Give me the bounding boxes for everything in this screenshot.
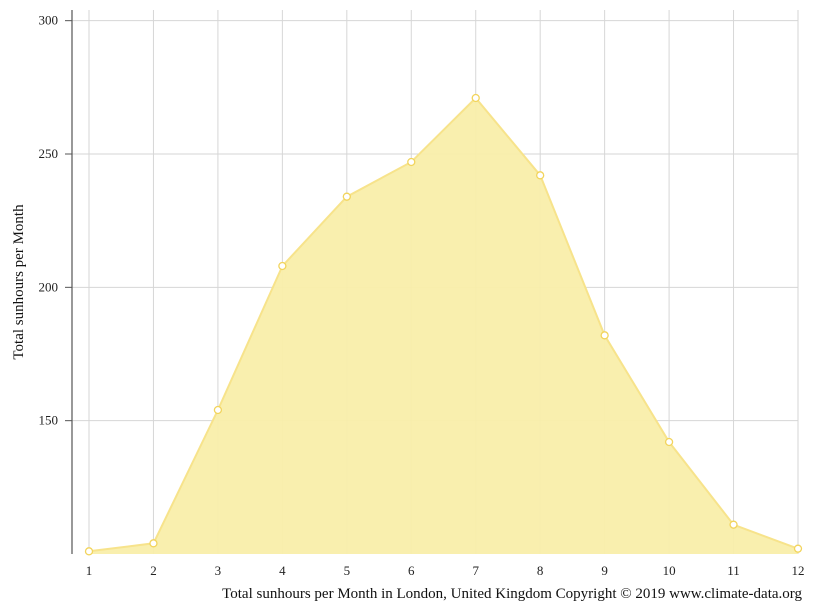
sunhours-line <box>88 96 799 553</box>
x-tick-label: 5 <box>344 563 351 578</box>
data-point <box>149 539 158 548</box>
sunhours-area <box>89 98 798 554</box>
data-point <box>407 157 416 167</box>
x-tick-label: 12 <box>792 563 805 578</box>
data-point <box>213 405 223 415</box>
x-tick-label: 7 <box>472 563 479 578</box>
x-tick-label: 11 <box>727 563 740 578</box>
y-tick-label: 250 <box>39 146 59 161</box>
chart-caption: Total sunhours per Month in London, Unit… <box>222 586 802 602</box>
data-points <box>84 93 803 556</box>
data-point <box>536 171 545 180</box>
data-point <box>342 192 351 201</box>
y-axis-label: Total sunhours per Month <box>11 204 27 360</box>
data-point <box>600 331 609 340</box>
data-point <box>793 544 803 553</box>
x-tick-label: 3 <box>215 563 222 578</box>
x-tick-label: 1 <box>86 563 93 578</box>
x-tick-label: 10 <box>663 563 676 578</box>
x-ticks: 1 2 3 4 5 6 7 8 9 10 11 12 <box>86 563 805 578</box>
data-point <box>471 93 480 103</box>
data-point <box>664 437 674 447</box>
x-tick-label: 8 <box>537 563 544 578</box>
y-tick-label: 150 <box>39 413 59 428</box>
x-tick-label: 2 <box>150 563 157 578</box>
x-tick-label: 4 <box>279 563 286 578</box>
x-tick-label: 9 <box>601 563 608 578</box>
y-tick-label: 300 <box>39 13 59 28</box>
y-ticks: 150 200 250 300 <box>39 13 72 428</box>
data-point <box>278 261 287 271</box>
data-point <box>84 547 94 556</box>
data-point <box>729 520 738 529</box>
y-tick-label: 200 <box>39 279 59 294</box>
x-tick-label: 6 <box>408 563 415 578</box>
